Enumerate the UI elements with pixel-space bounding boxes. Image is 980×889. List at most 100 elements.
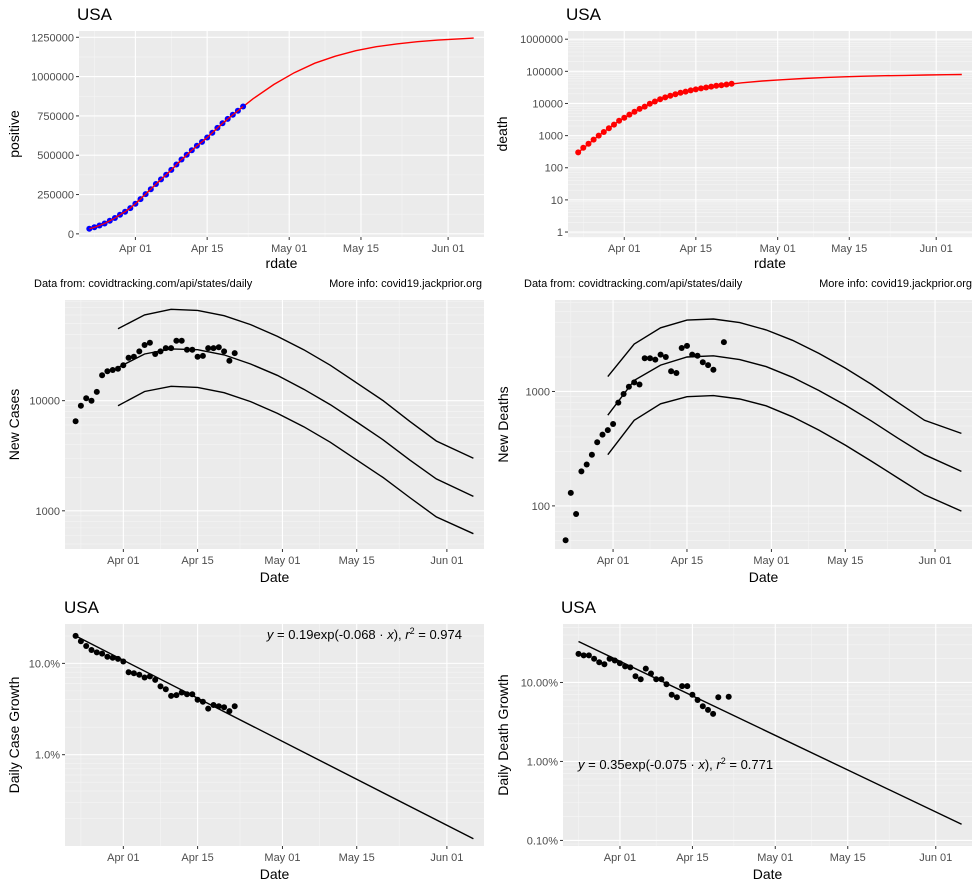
data-point xyxy=(162,686,169,693)
y-axis-label: New Deaths xyxy=(495,386,511,462)
data-point xyxy=(168,692,175,699)
data-point xyxy=(221,348,228,355)
data-point xyxy=(588,451,595,458)
y-tick-label: 100 xyxy=(545,163,563,175)
x-tick-label: May 01 xyxy=(264,852,300,864)
data-point xyxy=(662,94,669,101)
x-axis-label: Date xyxy=(260,569,290,585)
x-tick-label: May 01 xyxy=(760,243,796,255)
x-tick-label: May 01 xyxy=(264,555,300,567)
data-point xyxy=(615,399,622,406)
chart-title: USA xyxy=(77,5,113,24)
data-point xyxy=(616,660,623,667)
model-curve-2 xyxy=(117,348,474,498)
chart-panel-2: 1 10 100 1000 10000 100000 1000000 Apr 01 Apr 15… xyxy=(494,5,972,271)
data-point xyxy=(677,89,684,96)
equation-y: y xyxy=(577,757,586,772)
x-tick-label: May 01 xyxy=(753,555,789,567)
data-point xyxy=(606,655,613,662)
y-tick-label: 1 xyxy=(557,227,563,239)
info-note: More info: covid19.jackprior.org xyxy=(329,278,482,290)
x-tick-label: May 15 xyxy=(339,555,375,567)
x-axis-label: Date xyxy=(260,866,290,882)
data-point xyxy=(692,86,699,93)
data-point xyxy=(83,643,90,649)
data-point xyxy=(672,91,679,98)
x-tick-label: Apr 01 xyxy=(597,555,629,567)
data-point xyxy=(678,345,685,351)
data-point xyxy=(83,395,90,402)
data-point xyxy=(611,657,618,664)
plot-background xyxy=(555,300,972,549)
data-point xyxy=(585,652,592,659)
data-point xyxy=(99,372,106,379)
equation-sup: 2 xyxy=(410,626,415,636)
y-axis-label: New Cases xyxy=(6,389,22,461)
data-point xyxy=(610,421,617,427)
equation-body: = 0.35exp(-0.075 · xyxy=(585,757,699,772)
data-point xyxy=(718,82,725,89)
data-point xyxy=(99,650,106,657)
data-point xyxy=(194,353,201,360)
equation-r: r xyxy=(716,757,721,772)
data-point xyxy=(657,96,664,103)
data-point xyxy=(689,691,696,698)
equation-x: x xyxy=(697,757,705,772)
data-point xyxy=(647,355,653,362)
x-tick-label: Jun 01 xyxy=(920,243,953,255)
data-point xyxy=(611,121,617,128)
x-tick-label: Apr 15 xyxy=(680,243,712,255)
data-point xyxy=(120,658,127,665)
x-axis-label: Date xyxy=(749,569,779,585)
data-points xyxy=(72,337,238,425)
data-point xyxy=(646,100,653,107)
plot-background xyxy=(563,624,972,846)
data-point xyxy=(632,673,639,680)
data-point xyxy=(651,98,658,105)
data-point xyxy=(580,652,587,659)
data-point xyxy=(152,351,159,357)
x-tick-label: Apr 01 xyxy=(608,243,640,255)
x-tick-label: Jun 01 xyxy=(432,243,465,255)
data-point xyxy=(600,129,607,135)
data-point xyxy=(725,693,732,700)
y-tick-label: 0 xyxy=(68,229,74,241)
chart-panel-1: 0 250000 500000 750000 1000000 1250000 Apr 01 A… xyxy=(6,5,484,271)
data-point xyxy=(622,663,629,670)
data-point xyxy=(620,391,627,397)
data-point xyxy=(626,111,633,118)
model-curve-3 xyxy=(117,385,474,535)
data-point xyxy=(130,353,137,360)
data-point xyxy=(708,83,715,90)
data-point xyxy=(631,108,638,115)
x-tick-label: May 15 xyxy=(831,243,867,255)
data-point xyxy=(601,661,608,668)
data-point xyxy=(575,650,582,657)
y-tick-label: 1000 xyxy=(539,131,563,143)
y-tick-label: 10.00% xyxy=(521,677,559,689)
data-point xyxy=(146,673,153,680)
equation-close: ), xyxy=(705,757,717,772)
data-point xyxy=(199,352,206,359)
x-tick-label: Jun 01 xyxy=(919,852,952,864)
data-point xyxy=(104,368,111,375)
data-point xyxy=(215,344,222,351)
data-point xyxy=(136,348,143,355)
data-point xyxy=(663,681,670,688)
data-point xyxy=(668,368,675,375)
y-tick-label: 10000 xyxy=(532,98,563,110)
data-point xyxy=(699,703,706,710)
x-tick-label: Apr 15 xyxy=(676,852,708,864)
data-point xyxy=(673,370,680,376)
x-tick-label: May 15 xyxy=(343,243,379,255)
data-point xyxy=(199,698,206,705)
data-point xyxy=(141,342,148,348)
equation-val: = 0.974 xyxy=(415,627,462,642)
data-point xyxy=(168,345,175,352)
data-points xyxy=(562,339,727,544)
fit-line xyxy=(578,640,962,825)
source-note: Data from: covidtracking.com/api/states/… xyxy=(34,278,253,290)
data-point xyxy=(173,337,180,344)
x-tick-label: Apr 15 xyxy=(191,243,223,255)
data-point xyxy=(189,346,196,353)
